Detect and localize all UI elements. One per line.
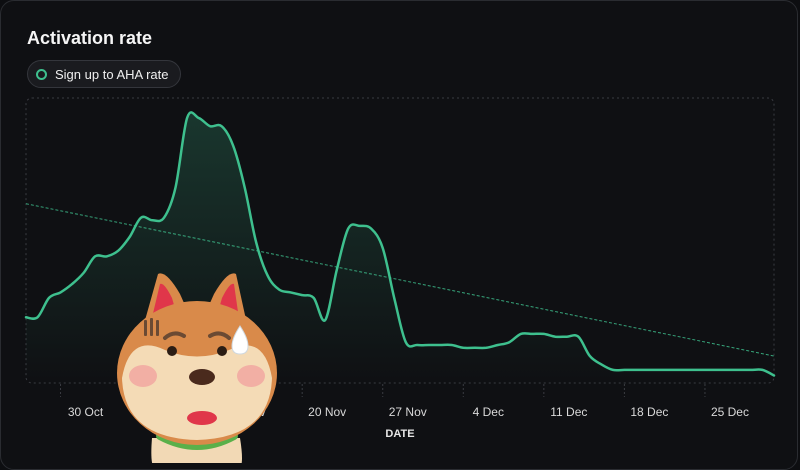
sweat-drop (231, 325, 249, 355)
dog-nose (189, 369, 215, 385)
dog-mouth (187, 411, 217, 425)
card-title: Activation rate (27, 28, 153, 48)
trend-line (25, 203, 775, 357)
dog-eye-right (217, 346, 227, 356)
x-axis-title: DATE (385, 428, 414, 440)
x-tick-label: 18 Dec (630, 405, 668, 419)
x-tick-label: 25 Dec (711, 405, 749, 419)
dog-brow-right (208, 331, 231, 340)
ring-dot-icon (36, 68, 47, 80)
dog-cheek-left (129, 365, 157, 387)
plot-area (25, 97, 775, 384)
x-tick-label: 30 Oct (68, 405, 104, 419)
shiba-dog-sticker (117, 273, 277, 463)
series-line-sign-up-to-aha-rate[interactable] (24, 111, 776, 377)
legend-item-sign-up-to-aha-rate[interactable]: Sign up to AHA rate (27, 60, 182, 88)
dog-cheek-right (237, 365, 265, 387)
dog-eye-left (167, 346, 177, 356)
dog-worry-lines (144, 318, 159, 336)
x-tick-label: 20 Nov (308, 405, 346, 419)
dog-brow-left (163, 331, 186, 340)
legend-label: Sign up to AHA rate (55, 66, 169, 82)
dog-face (122, 345, 272, 440)
x-tick-label: 4 Dec (473, 405, 504, 419)
x-tick-label: 11 Dec (550, 405, 587, 419)
x-tick-label: 27 Nov (389, 405, 427, 419)
